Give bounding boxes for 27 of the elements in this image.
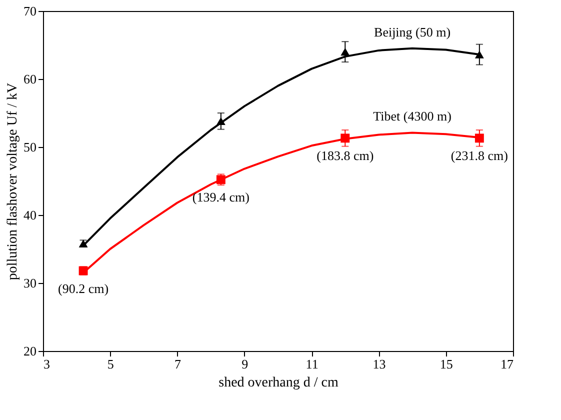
x-tick-label: 5: [107, 356, 114, 372]
y-tick-label: 70: [24, 4, 36, 18]
y-axis-title: pollution flashover voltage Uf / kV: [6, 82, 20, 280]
point: [340, 48, 350, 56]
y-tick-label: 40: [24, 208, 36, 222]
annotation: (231.8 cm): [450, 148, 508, 164]
point: [474, 50, 484, 58]
x-tick-label: 11: [306, 356, 318, 372]
x-tick-label: 3: [44, 356, 50, 372]
x-tick-label: 17: [500, 356, 514, 372]
x-tick-label: 15: [440, 356, 453, 372]
annotation: (139.4 cm): [192, 190, 250, 205]
annotation: Tibet (4300 m): [373, 108, 452, 124]
annotation: Beijing (50 m): [374, 24, 451, 40]
x-tick-label: 7: [174, 356, 182, 372]
annotation: (183.8 cm): [316, 148, 374, 164]
point: [474, 134, 484, 143]
x-tick-label: 9: [242, 356, 248, 372]
x-axis-title: shed overhang d / cm: [218, 376, 338, 390]
point: [216, 117, 226, 126]
y-tick-label: 30: [24, 276, 36, 290]
x-tick-label: 13: [372, 356, 386, 372]
y-tick-label: 20: [24, 344, 36, 358]
y-tick-label: 50: [24, 140, 36, 154]
y-tick-label: 60: [24, 72, 36, 86]
annotation: (90.2 cm): [58, 280, 109, 296]
point: [340, 134, 350, 143]
